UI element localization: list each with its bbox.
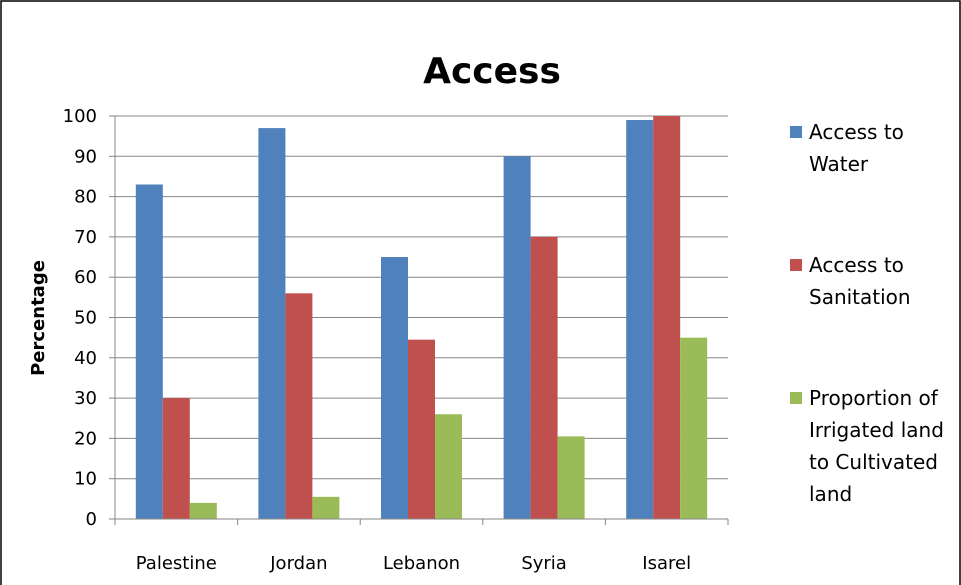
x-axis-ticks: Palestine Jordan Lebanon Syria Isarel — [114, 519, 729, 574]
bar — [530, 236, 558, 519]
chart-title: Access — [423, 51, 561, 92]
bar — [503, 156, 531, 520]
legend-label: to Cultivated — [809, 450, 938, 474]
x-tick-label: Syria — [521, 553, 567, 574]
legend-label: Water — [809, 152, 869, 176]
bar — [626, 120, 654, 519]
y-tick-label: 80 — [74, 187, 97, 208]
bar — [653, 116, 681, 519]
bar — [135, 184, 163, 519]
legend-swatch — [790, 392, 802, 404]
y-tick-label: 60 — [74, 267, 97, 288]
x-tick-label: Lebanon — [383, 553, 460, 574]
legend-label: Sanitation — [809, 285, 911, 309]
bar — [557, 436, 585, 519]
legend-label: Proportion of — [809, 386, 939, 410]
bar — [680, 337, 708, 519]
legend: Access to Water Access to Sanitation Proport… — [790, 120, 944, 506]
legend-label: Irrigated land — [809, 418, 944, 442]
bar — [435, 414, 462, 519]
y-tick-label: 100 — [63, 106, 97, 127]
bars — [135, 116, 708, 520]
bar — [312, 496, 340, 519]
bar — [189, 502, 217, 519]
legend-label: land — [809, 482, 852, 506]
bar — [408, 339, 435, 519]
legend-swatch — [790, 259, 802, 271]
bar — [285, 293, 313, 519]
legend-label: Access to — [809, 253, 904, 277]
x-tick-label: Palestine — [136, 553, 217, 574]
bar — [258, 128, 286, 519]
x-tick-label: Isarel — [642, 553, 691, 574]
y-tick-label: 30 — [74, 388, 97, 409]
y-tick-label: 0 — [86, 509, 97, 530]
y-tick-label: 10 — [74, 469, 97, 490]
legend-label: Access to — [809, 120, 904, 144]
bar — [162, 398, 190, 519]
y-tick-label: 40 — [74, 348, 97, 369]
y-axis-label: Percentage — [28, 260, 49, 376]
y-axis-ticks: 0 10 20 30 40 50 60 70 80 90 100 — [63, 106, 115, 530]
bar — [381, 257, 408, 519]
y-tick-label: 50 — [74, 308, 97, 329]
y-tick-label: 70 — [74, 227, 97, 248]
y-tick-label: 20 — [74, 428, 97, 449]
y-tick-label: 90 — [74, 146, 97, 167]
x-tick-label: Jordan — [269, 553, 327, 574]
legend-swatch — [790, 126, 802, 138]
axes — [114, 116, 728, 520]
